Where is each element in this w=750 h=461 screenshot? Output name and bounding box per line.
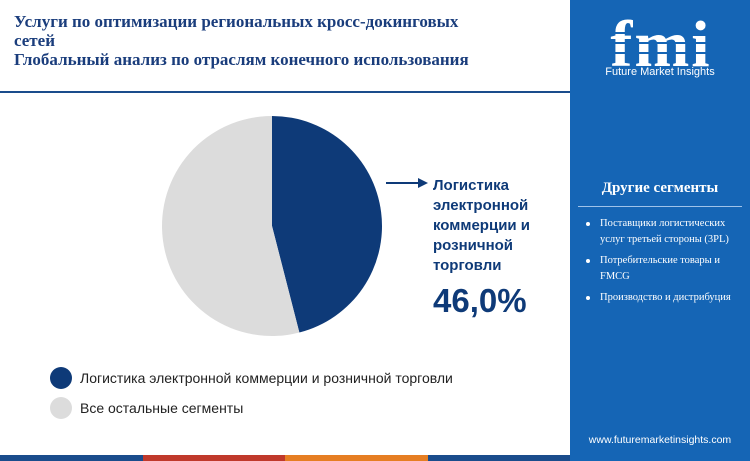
fmi-logo: fmi [600, 10, 722, 81]
segment-item: Производство и дистрибуция [584, 290, 744, 306]
sidebar: fmi Future Market Insights Другие сегмен… [570, 0, 750, 461]
chart-title: Услуги по оптимизации региональных кросс… [14, 12, 564, 69]
bar-segment-3 [285, 455, 428, 461]
segments-list: Поставщики логистических услуг третьей с… [584, 216, 744, 311]
title-divider [0, 91, 570, 93]
logo-text: Future Market Insights [605, 66, 715, 78]
title-line-3: Глобальный анализ по отраслям конечного … [14, 50, 469, 69]
legend-swatch-other [50, 397, 72, 419]
title-line-1: Услуги по оптимизации региональных кросс… [14, 12, 459, 31]
bar-segment-2 [142, 455, 285, 461]
segments-title: Другие сегменты [601, 180, 719, 196]
segments-divider [578, 206, 742, 207]
segment-item: Поставщики логистических услуг третьей с… [584, 216, 744, 248]
pie-slice-ecommerce [272, 116, 382, 333]
legend-item: Все остальные сегменты [50, 396, 453, 420]
pie-slice-other [161, 116, 300, 336]
title-line-2: сетей [14, 31, 55, 50]
bar-segment-4 [427, 455, 570, 461]
callout-arrow-head [418, 178, 428, 188]
callout-value: 46,0% [433, 282, 527, 319]
callout-label: Логистика электронной коммерции и рознич… [433, 177, 531, 274]
callout: Логистика электронной коммерции и рознич… [433, 176, 563, 320]
logo-letters: fmi [610, 10, 711, 81]
legend-item: Логистика электронной коммерции и рознич… [50, 366, 453, 390]
bar-segment-1 [0, 455, 143, 461]
pie-chart [161, 116, 428, 336]
legend-swatch-ecommerce [50, 367, 72, 389]
segment-item: Потребительские товары и FMCG [584, 253, 744, 285]
legend: Логистика электронной коммерции и рознич… [50, 366, 453, 426]
bottom-color-bar [0, 455, 570, 461]
legend-label: Все остальные сегменты [80, 400, 244, 416]
website-url: www.futuremarketinsights.com [588, 434, 732, 446]
legend-label: Логистика электронной коммерции и рознич… [80, 370, 453, 386]
